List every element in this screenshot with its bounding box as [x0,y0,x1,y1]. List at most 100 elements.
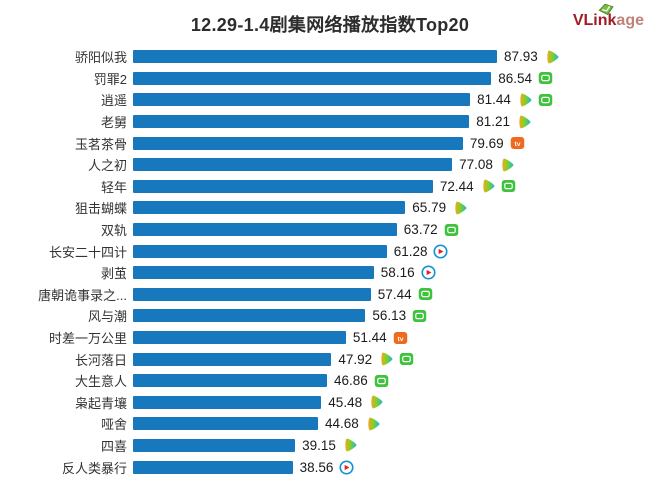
category-label: 长河落日 [74,352,127,368]
iqiyi-icon [501,179,516,193]
category-label: 反人类暴行 [61,460,127,476]
category-label: 狙击蝴蝶 [74,201,127,217]
logo-text-bold: VLink [572,12,617,29]
value-label: 56.13 [372,308,407,324]
chart-row: 逍遥 81.44 [8,89,561,111]
chart-row: 骄阳似我 87.93 [8,46,561,68]
category-label: 枭起青壤 [74,395,127,411]
category-label: 剥茧 [100,266,127,282]
platform-icons [516,114,533,130]
category-label: 长安二十四计 [48,244,127,260]
chart-row: 长河落日 47.92 [8,348,561,370]
category-label: 老舅 [100,115,127,131]
bar [133,223,397,237]
value-label: 79.69 [469,135,504,151]
chart-row: 时差一万公里 51.44 tv [8,327,561,349]
chart-row: 枭起青壤 45.48 [8,392,561,414]
platform-icons [378,351,414,367]
bar [133,352,332,366]
bar [133,395,322,409]
category-label: 风与潮 [87,309,127,325]
category-label: 玉茗茶骨 [74,136,127,152]
category-label: 人之初 [87,158,127,174]
chart-row: 长安二十四计 61.28 [8,240,561,262]
platform-icons [342,437,359,453]
bar [133,417,318,431]
svg-text:tv: tv [397,336,403,343]
bar [133,266,374,280]
bar [133,460,293,474]
value-label: 58.16 [380,265,415,281]
chart-rows: 骄阳似我 87.93 罚罪2 86.54 逍遥 81.44 老舅 81.21 玉茗茶骨 79.69… [8,46,561,478]
mango-tv-icon: tv [393,331,408,345]
bar [133,374,327,388]
platform-icons [452,200,469,216]
value-label: 45.48 [328,394,363,410]
value-label: 38.56 [299,459,334,475]
chart-row: 大生意人 46.86 [8,370,561,392]
tencent-video-icon [517,92,534,108]
value-label: 77.08 [459,157,493,173]
category-label: 轻年 [100,179,127,195]
platform-icons: tv [510,136,525,150]
iqiyi-icon [444,223,459,237]
tencent-video-icon [342,437,359,453]
chart-row: 风与潮 56.13 [8,305,561,327]
platform-icons [365,416,382,432]
mango-tv-icon: tv [510,136,525,150]
platform-icons [499,157,516,173]
youku-icon [339,460,354,475]
tencent-video-icon [378,351,395,367]
platform-icons: tv [393,331,408,345]
value-label: 87.93 [504,49,538,65]
platform-icons [418,287,433,301]
iqiyi-icon [412,309,427,323]
value-label: 57.44 [377,286,412,302]
category-label: 哑舍 [100,417,127,433]
iqiyi-icon [374,374,389,388]
chart-row: 双轨 63.72 [8,219,561,241]
category-label: 逍遥 [100,93,127,109]
tencent-video-icon [499,157,516,173]
chart-title: 12.29-1.4剧集网络播放指数Top20 [190,15,470,35]
value-label: 63.72 [403,222,438,238]
chart-row: 反人类暴行 38.56 [8,456,561,478]
value-label: 65.79 [412,200,447,216]
vlinkage-logo: VLinkage [572,3,644,30]
platform-icons [368,394,385,410]
value-label: 46.86 [334,373,368,389]
category-label: 双轨 [100,223,127,239]
iqiyi-icon [399,352,414,366]
value-label: 86.54 [498,70,532,86]
chart-row: 轻年 72.44 [8,176,561,198]
chart-row: 老舅 81.21 [8,111,561,133]
bar [133,71,492,85]
platform-icons [339,460,354,475]
bar [133,158,453,172]
chart-row: 狙击蝴蝶 65.79 [8,197,561,219]
chart-row: 唐朝诡事录之... 57.44 [8,284,561,306]
bar [133,179,433,193]
tencent-video-icon [452,200,469,216]
chart-row: 剥茧 58.16 [8,262,561,284]
bar [133,136,463,150]
category-label: 大生意人 [74,374,127,390]
tencent-video-icon [516,114,533,130]
iqiyi-icon [538,93,553,107]
youku-icon [433,244,449,259]
chart-row: 人之初 77.08 [8,154,561,176]
chart-row: 哑舍 44.68 [8,413,561,435]
value-label: 47.92 [338,351,373,367]
bar [133,438,296,452]
tencent-video-icon [544,49,561,65]
bar [133,309,366,323]
tencent-video-icon [368,394,385,410]
bar [133,331,346,345]
platform-icons [538,71,553,85]
category-label: 唐朝诡事录之... [38,287,127,303]
tencent-video-icon [480,178,497,194]
tencent-video-icon [365,416,382,432]
platform-icons [517,92,553,108]
platform-icons [433,244,449,259]
